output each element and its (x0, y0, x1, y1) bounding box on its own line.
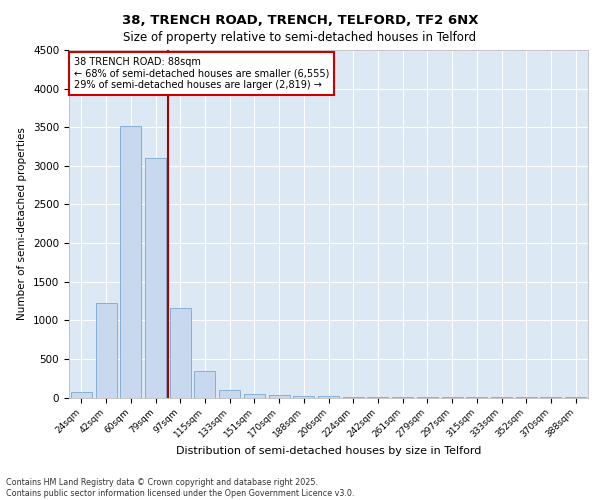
Bar (95, 304, 116, 398)
Bar (219, 390, 240, 398)
Text: Contains HM Land Registry data © Crown copyright and database right 2025.
Contai: Contains HM Land Registry data © Crown c… (6, 478, 355, 498)
Bar (71, 392, 92, 398)
Y-axis label: Number of semi-detached properties: Number of semi-detached properties (17, 128, 28, 320)
Bar (343, 396, 364, 398)
Bar (293, 396, 314, 398)
Bar (318, 396, 339, 398)
Bar (145, 158, 166, 398)
Text: 38, TRENCH ROAD, TRENCH, TELFORD, TF2 6NX: 38, TRENCH ROAD, TRENCH, TELFORD, TF2 6N… (122, 14, 478, 27)
Bar (120, 126, 141, 398)
X-axis label: Distribution of semi-detached houses by size in Telford: Distribution of semi-detached houses by … (176, 446, 481, 456)
Bar (170, 308, 191, 398)
Text: Size of property relative to semi-detached houses in Telford: Size of property relative to semi-detach… (124, 31, 476, 44)
Text: 38 TRENCH ROAD: 88sqm
← 68% of semi-detached houses are smaller (6,555)
29% of s: 38 TRENCH ROAD: 88sqm ← 68% of semi-deta… (74, 57, 329, 90)
Bar (269, 395, 290, 398)
Bar (194, 371, 215, 398)
Bar (244, 394, 265, 398)
